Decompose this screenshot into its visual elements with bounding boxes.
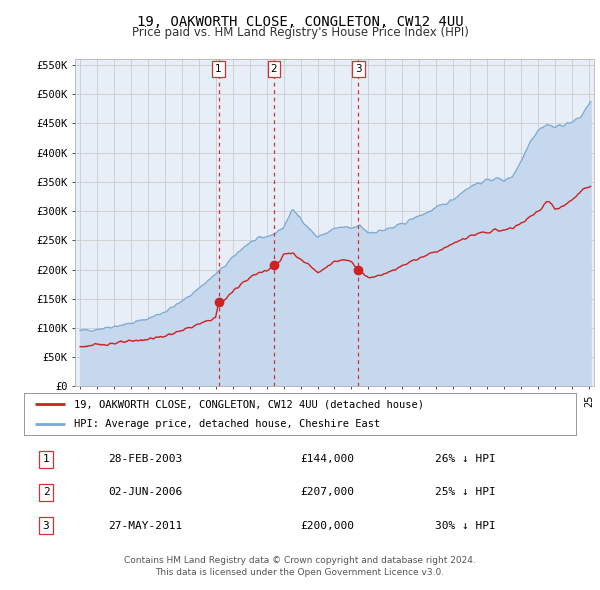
Text: Price paid vs. HM Land Registry's House Price Index (HPI): Price paid vs. HM Land Registry's House … <box>131 26 469 39</box>
Text: £207,000: £207,000 <box>301 487 355 497</box>
Text: 27-MAY-2011: 27-MAY-2011 <box>109 520 182 530</box>
Text: 28-FEB-2003: 28-FEB-2003 <box>109 454 182 464</box>
Text: 26% ↓ HPI: 26% ↓ HPI <box>435 454 496 464</box>
Text: 2: 2 <box>43 487 49 497</box>
Text: 1: 1 <box>43 454 49 464</box>
Text: This data is licensed under the Open Government Licence v3.0.: This data is licensed under the Open Gov… <box>155 568 445 576</box>
Text: £200,000: £200,000 <box>301 520 355 530</box>
Text: 3: 3 <box>355 64 362 74</box>
Text: 30% ↓ HPI: 30% ↓ HPI <box>435 520 496 530</box>
Text: HPI: Average price, detached house, Cheshire East: HPI: Average price, detached house, Ches… <box>74 419 380 429</box>
Text: 2: 2 <box>271 64 277 74</box>
Text: 25% ↓ HPI: 25% ↓ HPI <box>435 487 496 497</box>
Text: 19, OAKWORTH CLOSE, CONGLETON, CW12 4UU (detached house): 19, OAKWORTH CLOSE, CONGLETON, CW12 4UU … <box>74 399 424 409</box>
Text: 02-JUN-2006: 02-JUN-2006 <box>109 487 182 497</box>
Text: £144,000: £144,000 <box>301 454 355 464</box>
Text: Contains HM Land Registry data © Crown copyright and database right 2024.: Contains HM Land Registry data © Crown c… <box>124 556 476 565</box>
Text: 19, OAKWORTH CLOSE, CONGLETON, CW12 4UU: 19, OAKWORTH CLOSE, CONGLETON, CW12 4UU <box>137 15 463 29</box>
Text: 1: 1 <box>215 64 222 74</box>
Text: 3: 3 <box>43 520 49 530</box>
